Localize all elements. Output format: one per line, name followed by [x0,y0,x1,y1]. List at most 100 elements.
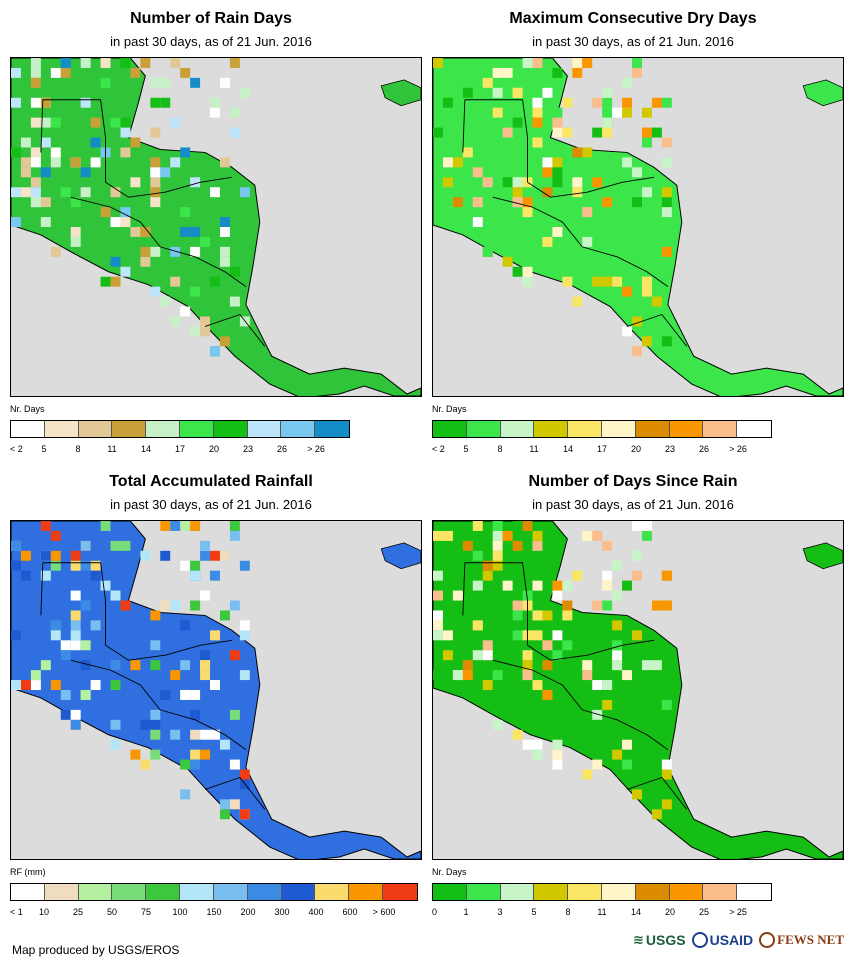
map-cell [170,58,181,68]
map-cell [100,276,111,287]
map-cell [542,640,553,651]
legend-swatch [247,421,282,437]
legend-colorbar [432,883,772,901]
map-cell [160,167,171,178]
map-cell [572,187,583,198]
map-cell [641,530,652,541]
legend-swatch [534,421,569,437]
legend-swatch [635,421,670,437]
map-cell [40,197,51,208]
map-cell [150,177,161,188]
map-cell [130,177,141,188]
country-border [204,313,266,347]
panel-title: Total Accumulated Rainfall [109,473,313,490]
map-cell [572,570,583,581]
map-cell [170,157,181,168]
map-cell [90,137,101,148]
map-cell [11,67,21,78]
map-cell [130,227,141,237]
map-cell [532,207,543,218]
legend-tick-label: 300 [274,907,290,917]
map-cell [80,600,91,611]
country-border [492,659,583,711]
map-cell [30,117,41,128]
map-cell [442,97,453,108]
legend-tick-label: < 2 [432,444,445,454]
map-cell [180,67,191,78]
legend-swatch [466,884,501,900]
map-cell [180,207,191,218]
map-cell [592,709,603,720]
map-cell [60,650,71,661]
map-cell [219,77,230,88]
map-cell [11,147,21,158]
map-cell [80,660,91,671]
map-cell [442,157,453,168]
map-cell [612,560,623,571]
map-cell [641,107,652,118]
map-cell [592,600,603,611]
map-cell [512,266,523,277]
map-cell [239,87,250,98]
map-cell [200,749,211,760]
map-cell [80,97,91,108]
legend-tick-label: 26 [276,444,288,454]
map-cell [229,266,240,277]
map-cell [512,729,523,740]
map-cell [641,187,652,198]
map-cell [562,276,573,287]
map-cell [180,147,191,158]
country-border [492,196,583,248]
map-cell [612,650,623,661]
map-cell [229,530,240,541]
map-cell [433,620,443,631]
map-cell [219,799,230,810]
legend-swatch [112,884,147,900]
country-border [582,709,669,751]
map-cell [150,729,161,740]
map-cell [562,600,573,611]
map-cell [552,167,563,178]
map-cell [110,540,121,551]
map-cell [472,217,483,227]
map-cell [602,570,613,581]
map-cell [239,769,250,780]
map-cell [40,660,51,671]
map-cell [552,739,563,750]
legend-tick-label: 20 [630,444,642,454]
map-cell [462,660,473,671]
legend-tick-label: 8 [75,444,81,454]
map-cell [562,580,573,591]
map-cell [592,759,603,770]
legend-tick-label: 8 [565,907,571,917]
map-cell [200,590,211,601]
map-cell [200,729,211,740]
map-cell [190,227,201,237]
map-cell [622,97,633,108]
map-cell [170,246,181,257]
map-cell [40,521,51,531]
map-cell [190,326,201,337]
map-cell [140,246,151,257]
map-cell [612,107,623,118]
map-cell [433,670,443,681]
map-cell [150,709,161,720]
legend-tick-label: > 26 [307,444,325,454]
legend-swatch [179,421,214,437]
map-cell [150,246,161,257]
map-cell [433,630,443,641]
map-cell [180,690,191,700]
map-cell [552,127,563,138]
map-cell [170,729,181,740]
map-cell [482,177,493,188]
legend-tick-label: 5 [531,907,537,917]
map-cell [40,137,51,148]
map-cell [140,227,151,237]
country-border [527,176,654,198]
map-cell [552,540,563,551]
map-cell [150,660,161,671]
map-cell [190,246,201,257]
map-cell [552,227,563,237]
legend-swatch [703,884,738,900]
island [802,542,843,570]
